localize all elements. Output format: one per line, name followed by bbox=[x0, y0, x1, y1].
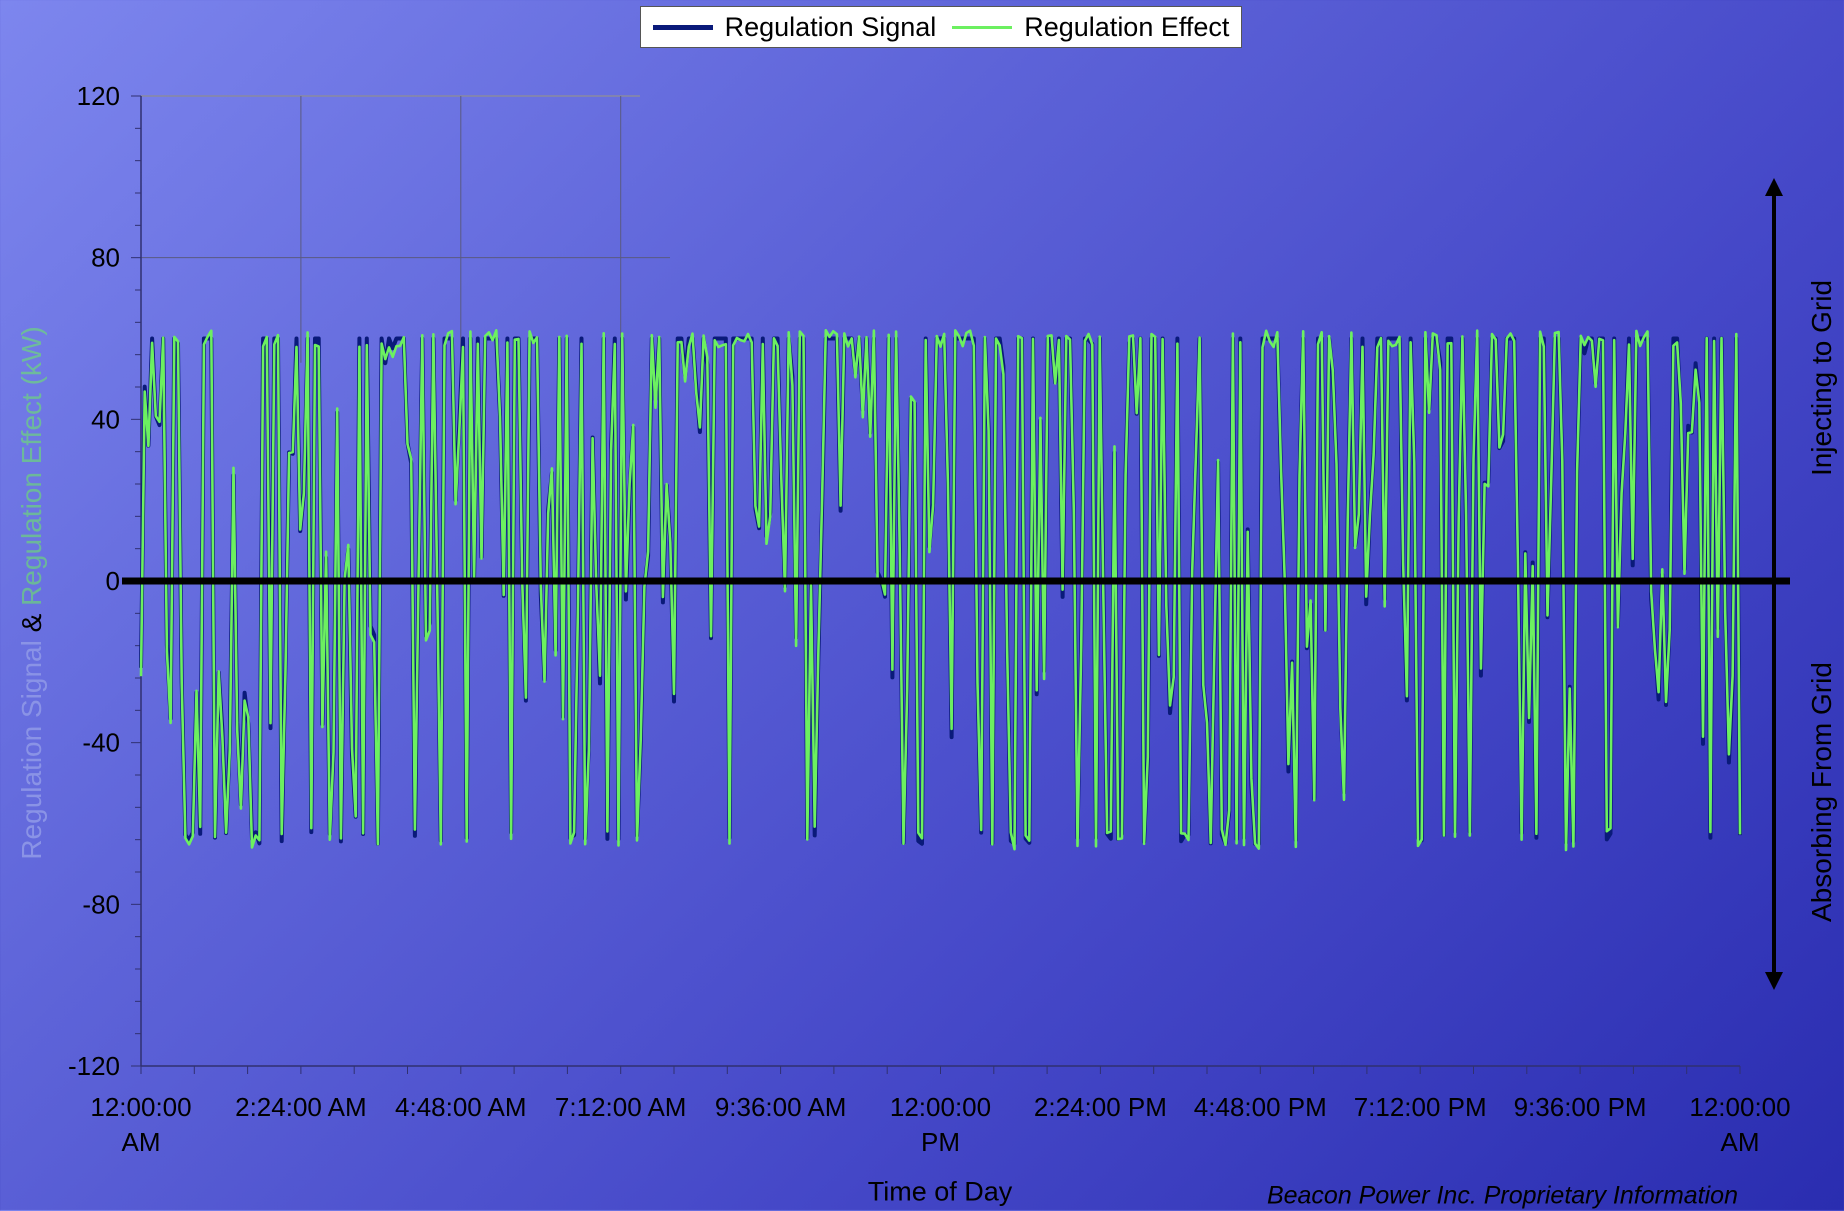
series-regulation-effect bbox=[139, 329, 1742, 852]
y-tick-label: 40 bbox=[91, 404, 120, 434]
y-axis-title-part-2: & bbox=[16, 613, 47, 633]
x-tick-label-line: 12:00:00 bbox=[90, 1092, 191, 1122]
y-tick-label: 0 bbox=[106, 566, 120, 596]
x-tick-label: 4:48:00 AM bbox=[395, 1092, 527, 1122]
injecting-label: Injecting to Grid bbox=[1806, 279, 1837, 477]
x-axis-title: Time of Day bbox=[867, 1176, 1013, 1207]
y-axis-title-part-1: Regulation Signal bbox=[16, 640, 47, 860]
x-tick-label-line: PM bbox=[921, 1127, 960, 1157]
x-tick-label: 12:00:00 AM bbox=[90, 1092, 191, 1157]
legend-label-signal: Regulation Signal bbox=[724, 11, 937, 42]
y-axis-title: Regulation Signal & Regulation Effect (k… bbox=[16, 326, 48, 859]
y-tick-label: 120 bbox=[77, 81, 120, 111]
x-tick-label-line: 9:36:00 PM bbox=[1514, 1092, 1647, 1122]
x-tick-label-line: 12:00:00 bbox=[1689, 1092, 1790, 1122]
x-tick-label: 9:36:00 AM bbox=[715, 1092, 847, 1122]
legend-swatch-signal bbox=[652, 24, 713, 30]
x-tick-label-line: 4:48:00 AM bbox=[395, 1092, 527, 1122]
x-tick-label-line: 12:00:00 bbox=[890, 1092, 991, 1122]
y-axis-title-part-3: Regulation Effect (kW) bbox=[16, 326, 47, 606]
x-tick-label-line: AM bbox=[122, 1127, 161, 1157]
x-tick-label: 12:00:00 PM bbox=[890, 1092, 991, 1157]
x-tick-label: 4:48:00 PM bbox=[1194, 1092, 1327, 1122]
x-tick-label: 7:12:00 PM bbox=[1354, 1092, 1487, 1122]
legend-item-effect: Regulation Effect bbox=[952, 12, 1229, 43]
x-tick-label: 9:36:00 PM bbox=[1514, 1092, 1647, 1122]
legend-label-effect: Regulation Effect bbox=[1024, 11, 1230, 42]
x-tick-label-line: 2:24:00 PM bbox=[1034, 1092, 1167, 1122]
x-tick-label-line: 7:12:00 PM bbox=[1354, 1092, 1487, 1122]
y-tick-label: 80 bbox=[91, 243, 120, 273]
legend-item-signal: Regulation Signal bbox=[652, 11, 937, 43]
arrow-down-head-icon bbox=[1765, 972, 1783, 990]
y-tick-label: -120 bbox=[68, 1051, 120, 1081]
legend: Regulation Signal Regulation Effect bbox=[640, 6, 1242, 48]
proprietary-credit: Beacon Power Inc. Proprietary Informatio… bbox=[1266, 1181, 1738, 1210]
absorbing-label: Absorbing From Grid bbox=[1806, 662, 1837, 922]
x-tick-label: 7:12:00 AM bbox=[555, 1092, 687, 1122]
x-tick-label-line: AM bbox=[1721, 1127, 1760, 1157]
arrow-up-head-icon bbox=[1765, 178, 1783, 196]
y-tick-label: -80 bbox=[82, 889, 120, 919]
x-tick-label: 2:24:00 PM bbox=[1034, 1092, 1167, 1122]
x-tick-label-line: 4:48:00 PM bbox=[1194, 1092, 1327, 1122]
x-tick-label-line: 7:12:00 AM bbox=[555, 1092, 687, 1122]
x-tick-label: 12:00:00 AM bbox=[1689, 1092, 1790, 1157]
legend-swatch-effect bbox=[952, 25, 1013, 29]
y-tick-label: -40 bbox=[82, 728, 120, 758]
x-tick-label: 2:24:00 AM bbox=[235, 1092, 367, 1122]
x-tick-label-line: 2:24:00 AM bbox=[235, 1092, 367, 1122]
x-tick-label-line: 9:36:00 AM bbox=[715, 1092, 847, 1122]
